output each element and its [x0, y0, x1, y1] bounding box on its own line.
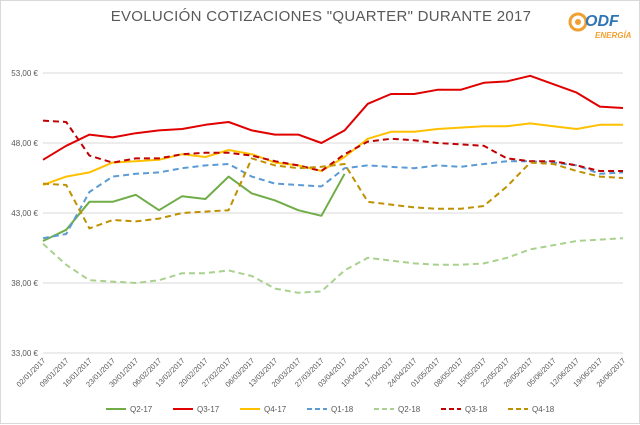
y-tick-label: 38,00 €	[11, 279, 38, 288]
logo-name: ODF	[585, 13, 619, 30]
series-line-q2-17	[42, 173, 346, 242]
logo-subtitle: ENERGÍA	[595, 31, 632, 40]
series-line-q2-18	[42, 237, 624, 294]
y-tick-label: 43,00 €	[11, 209, 38, 218]
series-lines	[42, 74, 624, 294]
grid-lines	[43, 72, 623, 354]
y-axis-ticks: 33,00 € 38,00 € 43,00 € 48,00 € 53,00 €	[11, 69, 38, 358]
series-line-q4-17	[42, 122, 623, 186]
y-tick-label: 33,00 €	[11, 349, 38, 358]
legend-label: Q3-17	[197, 405, 220, 414]
legend: Q2-17 Q3-17 Q4-17 Q1-18 Q2-18 Q3-18 Q4-18	[106, 405, 555, 414]
legend-label: Q2-18	[398, 405, 421, 414]
y-tick-label: 48,00 €	[11, 139, 38, 148]
chart-title: EVOLUCIÓN COTIZACIONES "QUARTER" DURANTE…	[110, 8, 532, 25]
legend-label: Q2-17	[130, 405, 153, 414]
y-tick-label: 53,00 €	[11, 69, 38, 78]
legend-label: Q3-18	[465, 405, 488, 414]
series-line-q3-18	[42, 119, 623, 172]
series-line-q3-17	[42, 74, 624, 161]
logo-sun-icon	[568, 12, 588, 32]
legend-label: Q4-17	[264, 405, 287, 414]
series-line-q4-18	[42, 157, 624, 230]
series-line-q1-18	[42, 160, 624, 240]
x-axis-ticks: 02/01/201709/01/201716/01/201723/01/2017…	[15, 356, 628, 389]
legend-label: Q1-18	[331, 405, 354, 414]
legend-label: Q4-18	[532, 405, 555, 414]
